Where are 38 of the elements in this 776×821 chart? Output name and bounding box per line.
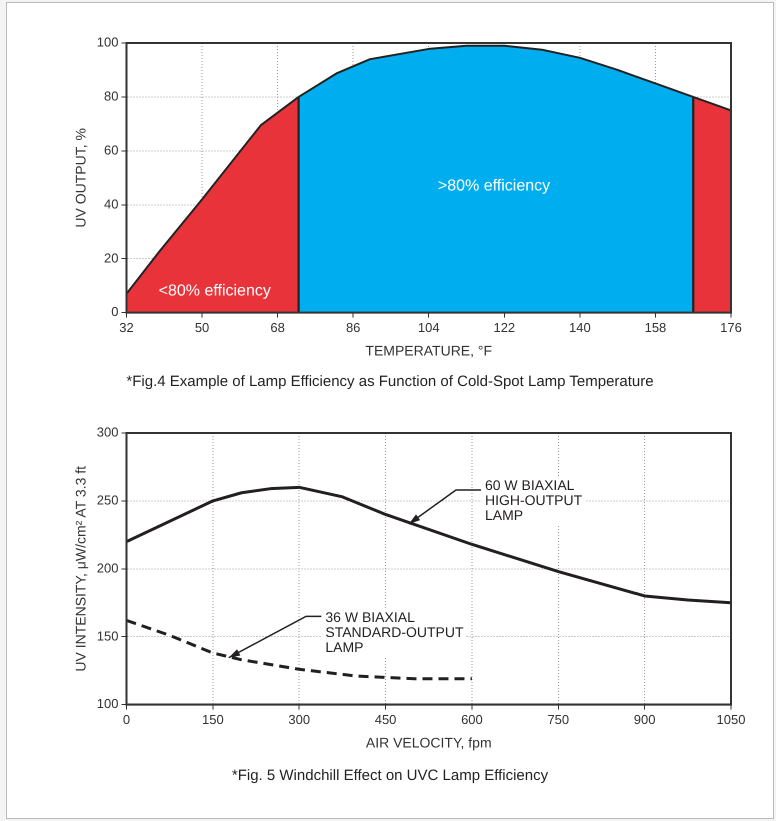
x-tick-label: 104: [418, 320, 440, 335]
y-tick-label: 80: [104, 88, 118, 104]
y-tick-label: 40: [104, 196, 118, 212]
x-tick-label: 150: [202, 712, 224, 727]
annotation: >80% efficiency: [438, 177, 550, 194]
y-tick-label: 0: [111, 304, 118, 320]
x-tick-label: 122: [493, 320, 516, 335]
x-tick-label: 450: [374, 712, 396, 727]
series-label: 60 W BIAXIAL HIGH-OUTPUT LAMP: [484, 477, 583, 524]
x-tick-label: 50: [194, 320, 210, 335]
y-tick-label: 100: [96, 696, 118, 712]
x-tick-label: 158: [644, 320, 666, 335]
x-tick-label: 1050: [716, 712, 746, 727]
x-axis-title: TEMPERATURE, °F: [365, 342, 492, 358]
y-tick-label: 300: [96, 424, 118, 440]
series-label: 36 W BIAXIAL STANDARD-OUTPUT LAMP: [325, 608, 464, 655]
x-tick-label: 900: [634, 712, 656, 727]
x-tick-label: 86: [346, 320, 360, 335]
x-tick-label: 750: [547, 712, 570, 727]
text: *Fig.4 Example of Lamp Efficiency as Function of Cold-Spot Lamp Temperature: [125, 373, 655, 390]
x-tick-label: 600: [461, 712, 483, 727]
x-tick-label: 32: [119, 320, 134, 335]
x-tick-label: 0: [122, 712, 130, 727]
x-tick-label: 68: [270, 320, 285, 335]
x-tick-label: 140: [569, 320, 591, 335]
annotation: <80% efficiency: [158, 282, 271, 300]
x-tick-label: 176: [720, 320, 742, 335]
y-tick-label: 250: [96, 492, 118, 508]
y-axis-title: UV OUTPUT, %: [72, 128, 88, 228]
text: *Fig. 5 Windchill Effect on UVC Lamp Efficiency: [230, 767, 550, 784]
y-tick-label: 150: [96, 628, 118, 644]
y-tick-label: 200: [96, 560, 118, 576]
y-tick-label: 100: [96, 34, 118, 50]
x-axis-title: AIR VELOCITY, fpm: [366, 734, 492, 750]
y-tick-label: 60: [104, 142, 118, 158]
y-axis-title: UV INTENSITY, μW/cm² AT 3.3 ft: [72, 466, 88, 672]
x-tick-label: 300: [288, 712, 310, 727]
y-tick-label: 20: [104, 250, 118, 266]
